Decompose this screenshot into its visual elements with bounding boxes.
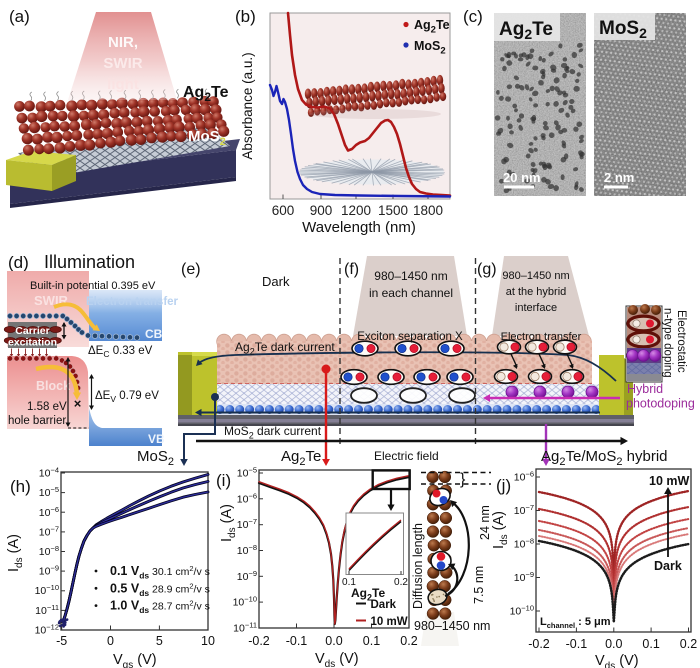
svg-text:(d): (d) bbox=[8, 253, 29, 272]
svg-text:0.2: 0.2 bbox=[400, 634, 417, 648]
svg-text:10 mW: 10 mW bbox=[371, 616, 408, 628]
svg-text:Electric field: Electric field bbox=[374, 449, 439, 463]
svg-text:1800: 1800 bbox=[413, 203, 443, 218]
svg-text:Electron transfer: Electron transfer bbox=[501, 331, 582, 343]
svg-text:0.1: 0.1 bbox=[342, 577, 356, 588]
svg-text:interface: interface bbox=[515, 302, 557, 314]
svg-text:excitation: excitation bbox=[8, 337, 57, 349]
svg-text:(a): (a) bbox=[9, 7, 30, 26]
svg-text:(b): (b) bbox=[235, 7, 256, 26]
svg-text:n-type doping: n-type doping bbox=[662, 308, 674, 378]
svg-text:Dark: Dark bbox=[262, 274, 290, 289]
svg-text:0: 0 bbox=[107, 634, 114, 648]
svg-text:Hybrid: Hybrid bbox=[627, 382, 663, 396]
svg-text:28.9 cm2/v s: 28.9 cm2/v s bbox=[152, 581, 210, 595]
svg-text:7.5 nm: 7.5 nm bbox=[472, 566, 486, 604]
svg-text:0.2: 0.2 bbox=[680, 637, 697, 651]
svg-text:Illumination: Illumination bbox=[44, 252, 135, 272]
svg-text:Vds (V): Vds (V) bbox=[315, 651, 359, 668]
svg-text:0.1: 0.1 bbox=[363, 634, 380, 648]
svg-text:MoS2 dark current: MoS2 dark current bbox=[224, 424, 322, 441]
svg-text:Diffusion length: Diffusion length bbox=[411, 523, 425, 609]
svg-text:Ag2Te: Ag2Te bbox=[414, 18, 450, 36]
svg-text:(j): (j) bbox=[496, 476, 511, 495]
svg-text:at the hybrid: at the hybrid bbox=[506, 286, 567, 298]
svg-text:1.58 eV: 1.58 eV bbox=[27, 401, 67, 413]
svg-text:28.7 cm2/v s: 28.7 cm2/v s bbox=[152, 599, 210, 613]
svg-text:MoS2: MoS2 bbox=[188, 128, 226, 148]
svg-text:24 nm: 24 nm bbox=[478, 505, 492, 540]
svg-text:0.1: 0.1 bbox=[642, 637, 659, 651]
svg-text:×: × bbox=[74, 396, 82, 411]
svg-text:1500: 1500 bbox=[378, 203, 408, 218]
svg-text:Dark: Dark bbox=[654, 559, 682, 573]
svg-text:0.0: 0.0 bbox=[325, 634, 342, 648]
svg-text:in each channel: in each channel bbox=[369, 286, 453, 300]
svg-text:Wavelength (nm): Wavelength (nm) bbox=[302, 219, 416, 236]
svg-text:0.2: 0.2 bbox=[394, 577, 408, 588]
svg-text:980–1450 nm: 980–1450 nm bbox=[374, 269, 447, 283]
svg-text:SWIR: SWIR bbox=[103, 55, 142, 72]
svg-text:MoS2: MoS2 bbox=[414, 39, 446, 57]
svg-text:Vgs (V): Vgs (V) bbox=[113, 652, 157, 668]
svg-text:Dark: Dark bbox=[371, 599, 397, 611]
svg-text:0.0: 0.0 bbox=[605, 637, 622, 651]
svg-text:2 nm: 2 nm bbox=[604, 170, 634, 185]
svg-text:Absorbance (a.u.): Absorbance (a.u.) bbox=[240, 52, 255, 159]
svg-text:600: 600 bbox=[272, 203, 295, 218]
svg-text:900: 900 bbox=[310, 203, 333, 218]
svg-text:980–1450 nm: 980–1450 nm bbox=[502, 270, 569, 282]
svg-text:Carrier: Carrier bbox=[15, 325, 49, 337]
svg-text:Block: Block bbox=[36, 379, 70, 393]
svg-text:MoS2: MoS2 bbox=[137, 448, 174, 468]
svg-text:(f): (f) bbox=[344, 261, 359, 278]
svg-text:20 nm: 20 nm bbox=[503, 170, 541, 185]
svg-text:}: } bbox=[460, 471, 466, 488]
svg-text:Ag2Te/MoS2 hybrid: Ag2Te/MoS2 hybrid bbox=[541, 448, 668, 468]
svg-text:-0.1: -0.1 bbox=[286, 634, 308, 648]
svg-text:VB: VB bbox=[148, 432, 165, 446]
svg-text:Exciton separation X: Exciton separation X bbox=[357, 331, 463, 343]
svg-text:980–1450 nm: 980–1450 nm bbox=[414, 619, 490, 633]
svg-text:Built-in potential 0.395 eV: Built-in potential 0.395 eV bbox=[30, 280, 156, 292]
svg-text:light: light bbox=[107, 76, 139, 93]
svg-text:NIR,: NIR, bbox=[108, 34, 138, 51]
svg-text:(h): (h) bbox=[10, 477, 31, 496]
svg-text:5: 5 bbox=[156, 634, 163, 648]
svg-text:10: 10 bbox=[201, 634, 215, 648]
svg-text:Ag2Te: Ag2Te bbox=[183, 84, 229, 104]
svg-text:-0.1: -0.1 bbox=[566, 637, 588, 651]
svg-text:ΔEC 0.33 eV: ΔEC 0.33 eV bbox=[88, 345, 153, 359]
svg-text:(e): (e) bbox=[181, 261, 201, 278]
svg-text:(c): (c) bbox=[463, 7, 483, 26]
svg-text:1200: 1200 bbox=[341, 203, 371, 218]
svg-text:photodoping: photodoping bbox=[626, 397, 695, 411]
svg-text:Ag2Te: Ag2Te bbox=[499, 19, 553, 42]
svg-text:ΔEV 0.79 eV: ΔEV 0.79 eV bbox=[95, 390, 159, 404]
svg-text:-0.2: -0.2 bbox=[528, 637, 550, 651]
svg-text:Ag2Te: Ag2Te bbox=[351, 586, 385, 603]
svg-text:Electrostatic: Electrostatic bbox=[675, 310, 687, 373]
svg-text:-0.2: -0.2 bbox=[248, 634, 270, 648]
svg-text:MoS2: MoS2 bbox=[599, 18, 647, 41]
svg-text:30.1 cm2/v s: 30.1 cm2/v s bbox=[152, 564, 210, 578]
svg-text:Vds (V): Vds (V) bbox=[595, 653, 639, 668]
svg-text:CB: CB bbox=[145, 327, 163, 341]
svg-text:(i): (i) bbox=[216, 471, 231, 490]
svg-text:-5: -5 bbox=[56, 634, 67, 648]
svg-text:hole barrier: hole barrier bbox=[8, 415, 66, 427]
svg-text:(g): (g) bbox=[477, 261, 497, 278]
svg-text:Ag2Te: Ag2Te bbox=[281, 448, 321, 468]
svg-text:10 mW: 10 mW bbox=[649, 474, 689, 488]
svg-text:Ag2Te dark current: Ag2Te dark current bbox=[235, 340, 335, 357]
svg-text:Electron transfer: Electron transfer bbox=[86, 296, 179, 308]
